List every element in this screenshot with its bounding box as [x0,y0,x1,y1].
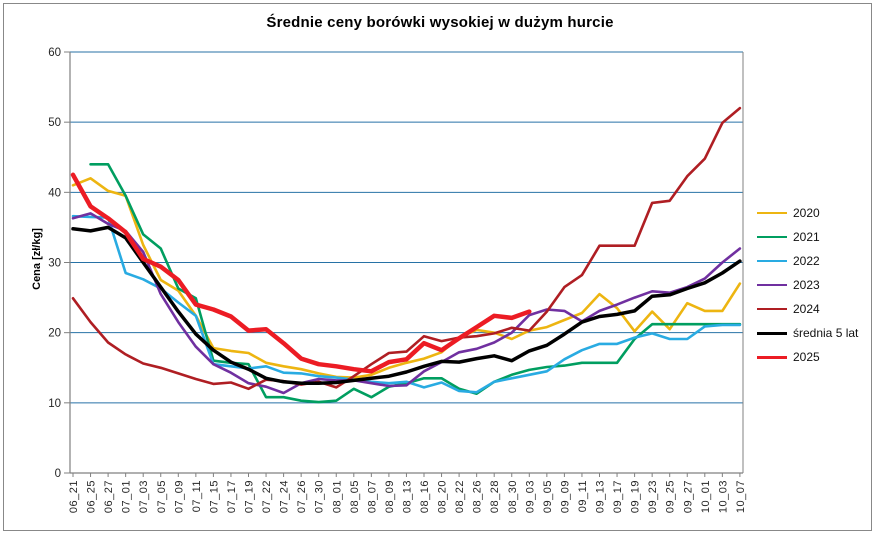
y-tick-label: 50 [48,117,61,129]
x-tick-label: 07_15 [208,480,220,513]
legend-item-2021: 2021 [757,225,858,249]
x-tick-label: 07_03 [138,480,150,513]
legend-label: 2020 [793,206,820,220]
legend-line-sample [757,331,787,335]
series-line-2020 [71,177,742,379]
x-tick-label: 08_05 [349,480,361,513]
x-tick-label: 08_07 [366,480,378,513]
legend-line-sample [757,236,787,238]
legend-label: 2022 [793,254,820,268]
x-tick-label: 07_01 [121,480,133,513]
x-tick-label: 07_09 [173,480,185,513]
series-line-2025 [70,172,532,374]
x-tick-label: 07_30 [314,480,326,513]
x-tick-label: 09_25 [665,480,677,513]
x-tick-label: 07_11 [191,480,203,512]
legend-label: 2025 [793,350,820,364]
x-tick-label: 08_09 [384,480,396,513]
x-tick-label: 07_22 [261,480,273,513]
series-line-2022 [71,214,742,394]
legend-item-średnia-5-lat: średnia 5 lat [757,321,858,345]
x-tick-label: 07_24 [279,480,291,513]
legend: 2020 2021 2022 2023 2024 średnia 5 lat 2025 [757,201,858,369]
series-line-2021 [89,163,742,404]
x-tick-label: 09_19 [630,480,642,513]
x-tick-label: 08_22 [454,480,466,513]
x-tick-label: 09_05 [542,480,554,513]
x-tick-label: 09_11 [577,480,589,512]
legend-label: 2024 [793,302,820,316]
y-tick-label: 0 [55,468,61,480]
legend-line-sample [757,355,787,359]
legend-item-2025: 2025 [757,345,858,369]
image-border [3,3,872,531]
x-tick-label: 06_27 [103,480,115,513]
x-tick-label: 07_17 [226,480,238,513]
x-tick-label: 10_01 [700,480,712,513]
x-tick-label: 10_07 [735,480,747,513]
y-tick-label: 10 [48,398,61,410]
x-tick-label: 06_21 [68,480,80,513]
x-tick-label: 08_16 [419,480,431,513]
legend-label: średnia 5 lat [793,326,859,340]
chart-title: Średnie ceny borówki wysokiej w dużym hu… [266,14,614,31]
legend-line-sample [757,260,787,262]
y-tick-label: 20 [48,328,61,340]
y-tick-label: 60 [48,47,61,59]
legend-item-2020: 2020 [757,201,858,225]
legend-line-sample [757,212,787,214]
x-tick-label: 08_30 [507,480,519,513]
x-tick-label: 07_19 [244,480,256,513]
x-tick-label: 09_17 [612,480,624,513]
legend-line-sample [757,308,787,310]
legend-item-2023: 2023 [757,273,858,297]
x-tick-label: 09_13 [595,480,607,513]
series-line-średnia-5-lat [71,225,742,385]
x-tick-label: 06_25 [86,480,98,513]
legend-label: 2023 [793,278,820,292]
y-tick-label: 40 [48,187,61,199]
x-tick-label: 09_09 [559,480,571,513]
x-tick-label: 07_26 [296,480,308,513]
series-line-2023 [71,212,742,395]
legend-item-2024: 2024 [757,297,858,321]
x-tick-label: 08_28 [489,480,501,513]
x-tick-label: 08_20 [437,480,449,513]
x-tick-label: 08_13 [401,480,413,513]
series-line-2024 [71,106,742,391]
x-tick-label: 10_03 [717,480,729,513]
y-tick-label: 30 [48,258,61,270]
legend-line-sample [757,284,787,286]
x-tick-label: 08_26 [472,480,484,513]
legend-label: 2021 [793,230,820,244]
x-tick-label: 09_03 [524,480,536,513]
legend-item-2022: 2022 [757,249,858,273]
x-tick-label: 09_23 [647,480,659,513]
x-tick-label: 07_05 [156,480,168,513]
x-tick-label: 08_01 [331,480,343,513]
x-tick-label: 09_27 [682,480,694,513]
